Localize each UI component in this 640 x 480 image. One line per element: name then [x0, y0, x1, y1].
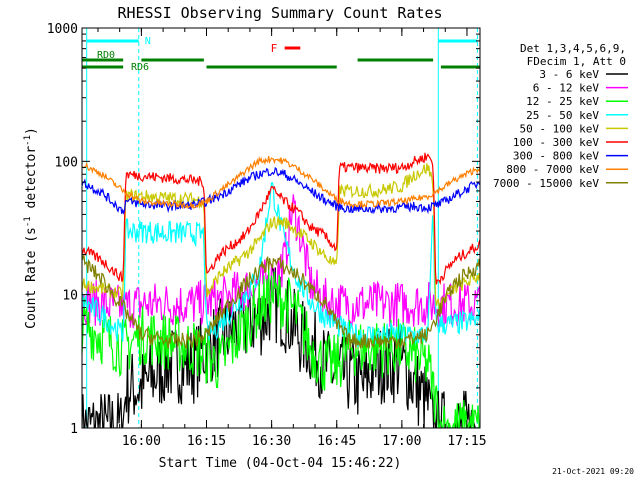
legend-entry-label: 50 - 100 keV — [520, 122, 600, 135]
legend-entry-label: 25 - 50 keV — [526, 109, 599, 122]
series-line-4 — [82, 182, 480, 347]
series-line-1 — [82, 266, 480, 428]
legend-entry-label: 300 - 800 keV — [513, 150, 599, 163]
f-flag-label: F — [271, 42, 278, 55]
y-tick-label: 10 — [62, 289, 78, 304]
footer-timestamp: 21-Oct-2021 09:20 — [552, 467, 634, 476]
legend-entry-label: 100 - 300 keV — [513, 136, 599, 149]
y-tick-label: 1 — [70, 422, 78, 437]
legend: Det 1,3,4,5,6,9,FDecim 1, Att 03 - 6 keV… — [493, 42, 628, 190]
flags-layer: N F RD0 RD6 — [82, 28, 480, 428]
chart-title: RHESSI Observing Summary Count Rates — [117, 4, 442, 22]
rd6-flag-label: RD6 — [131, 62, 149, 73]
y-axis-label: Count Rate (s-1 detector-1) — [23, 127, 39, 329]
legend-entry-label: 3 - 6 keV — [539, 68, 599, 81]
y-axis-label-end: ) — [24, 127, 39, 135]
series-line-6 — [82, 152, 480, 286]
series-line-8 — [82, 155, 480, 210]
series-line-9 — [82, 254, 480, 350]
legend-entry-label: 7000 - 15000 keV — [493, 177, 599, 190]
series-layer — [82, 152, 480, 428]
x-tick-label: 16:15 — [187, 434, 226, 449]
y-axis-label-exp1: -1 — [23, 216, 33, 227]
legend-entry-label: 800 - 7000 keV — [506, 163, 599, 176]
legend-entry-label: 12 - 25 keV — [526, 95, 599, 108]
rd0-flag-label: RD0 — [97, 50, 115, 61]
legend-header-line: FDecim 1, Att 0 — [527, 55, 626, 68]
x-tick-label: 16:30 — [252, 434, 291, 449]
plot-frame — [81, 27, 481, 429]
series-line-2 — [82, 194, 480, 328]
axes-layer: 1 10 100 1000 16:00 16:15 16:30 16:45 17:00 17:15 — [47, 22, 487, 449]
n-flag-label: N — [145, 36, 151, 47]
x-tick-label: 17:00 — [382, 434, 421, 449]
y-tick-label: 1000 — [47, 22, 78, 37]
y-axis-label-mid: detector — [24, 146, 39, 217]
series-line-5 — [82, 163, 480, 311]
x-tick-label: 17:15 — [447, 434, 486, 449]
y-axis-label-main: Count Rate (s — [24, 227, 39, 329]
x-tick-label: 16:00 — [122, 434, 161, 449]
series-line-3 — [82, 268, 480, 428]
legend-header-line: Det 1,3,4,5,6,9, — [520, 42, 626, 55]
y-axis-label-exp2: -1 — [23, 135, 33, 146]
x-tick-label: 16:45 — [317, 434, 356, 449]
y-tick-label: 100 — [55, 155, 78, 170]
x-axis-label: Start Time (04-Oct-04 15:46:22) — [159, 456, 402, 471]
legend-entry-label: 6 - 12 keV — [533, 82, 600, 95]
